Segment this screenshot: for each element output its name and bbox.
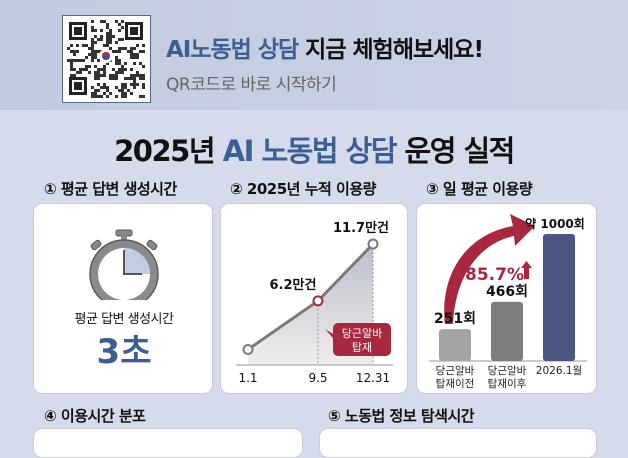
up-arrow-icon xyxy=(521,261,532,279)
cumulative-usage-card: 1.1 9.5 6.2만건 12.31 11.7만건 당근알바 탑재 xyxy=(220,203,408,394)
section-heading-2: ② 2025년 누적 이용량 xyxy=(230,180,376,198)
top-banner: AI노동법 상담 지금 체험해보세요! QR코드로 바로 시작하기 xyxy=(0,0,628,110)
point-label: 11.7만건 xyxy=(333,220,389,236)
annotation-line2: 탑재 xyxy=(352,341,372,354)
point-label: 6.2만건 xyxy=(270,277,317,293)
growth-arrow-icon xyxy=(444,214,535,324)
cumulative-usage-chart: 1.1 9.5 6.2만건 12.31 11.7만건 당근알바 탑재 xyxy=(236,220,393,385)
title-year: 2025년 xyxy=(114,134,223,168)
section-heading-4: ④ 이용시간 분포 xyxy=(44,407,146,425)
x-tick-label: 12.31 xyxy=(356,371,390,385)
page-title: 2025년 AI 노동법 상담 운영 실적 xyxy=(0,128,628,170)
bar-value-label: 466회 xyxy=(486,284,528,300)
x-tick-label: 탑재이후 xyxy=(488,378,527,390)
stopwatch-icon xyxy=(82,229,166,308)
answer-time-value: 3초 xyxy=(96,332,152,372)
annotation-badge: 당근알바 탑재 xyxy=(325,323,391,356)
annotation-line1: 당근알바 xyxy=(342,326,382,340)
x-tick-label: 당근알바 xyxy=(488,365,527,377)
answer-time-caption: 평균 답변 생성시간 xyxy=(74,312,174,327)
banner-title: AI노동법 상담 지금 체험해보세요! xyxy=(166,30,484,64)
bar xyxy=(491,301,523,361)
answer-time-card: 평균 답변 생성시간 3초 xyxy=(33,203,213,394)
qr-code[interactable] xyxy=(62,15,151,103)
banner-title-rest: 지금 체험해보세요! xyxy=(298,37,484,63)
title-highlight: AI 노동법 상담 xyxy=(222,134,398,168)
data-point xyxy=(367,238,379,250)
x-tick-label: 탑재이전 xyxy=(436,378,475,390)
section-heading-5: ⑤ 노동법 정보 탐색시간 xyxy=(328,407,475,425)
daily-usage-card: 85.7% 251회 당근알바 탑재이전 466회 당근알바 탑재이후 약 1000회 202… xyxy=(416,203,597,394)
x-tick-label: 당근알바 xyxy=(436,365,475,377)
bar-value-label: 251회 xyxy=(434,311,476,327)
growth-label: 85.7% xyxy=(465,265,524,285)
section-heading-3: ③ 일 평균 이용량 xyxy=(426,180,533,198)
title-rest: 운영 실적 xyxy=(395,134,516,168)
banner-title-highlight: AI노동법 상담 xyxy=(166,37,299,63)
x-tick-label: 1.1 xyxy=(238,371,257,385)
bar xyxy=(439,329,471,361)
data-point xyxy=(312,295,324,307)
x-tick-label: 9.5 xyxy=(308,371,327,385)
x-tick-label: 2026.1월 xyxy=(536,365,582,377)
section-heading-1: ① 평균 답변 생성시간 xyxy=(44,180,177,198)
data-point xyxy=(242,343,254,355)
bar xyxy=(543,234,575,361)
usage-time-distribution-card xyxy=(33,428,303,458)
bar-value-label: 약 1000회 xyxy=(525,216,585,231)
banner-subtitle: QR코드로 바로 시작하기 xyxy=(166,75,337,95)
info-search-time-card xyxy=(319,428,597,458)
